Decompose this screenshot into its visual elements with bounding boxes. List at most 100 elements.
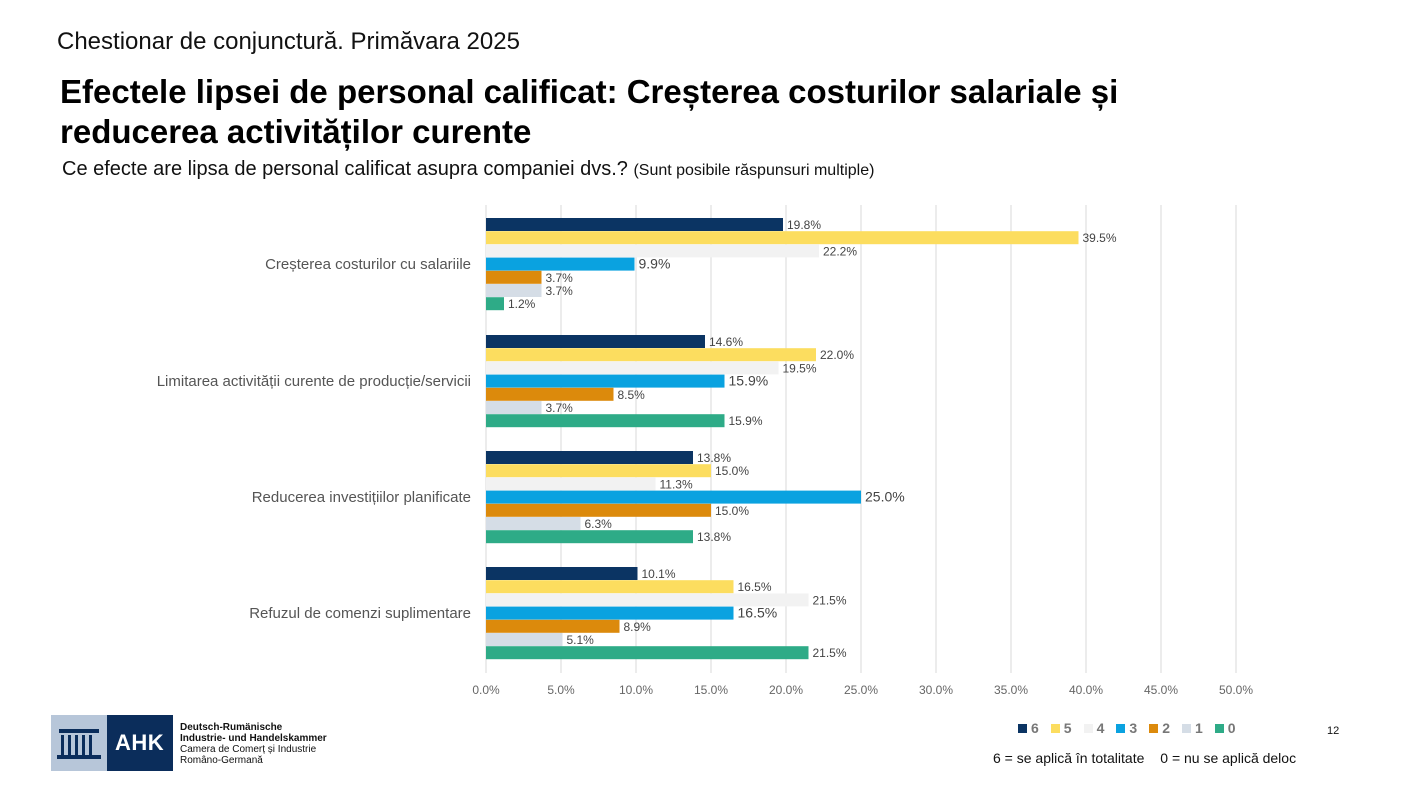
- legend-label: 2: [1162, 720, 1170, 736]
- legend-item-1: 1: [1181, 720, 1203, 736]
- data-label: 16.5%: [738, 580, 772, 594]
- legend-swatch: [1083, 723, 1093, 733]
- legend-item-3: 3: [1116, 720, 1137, 736]
- legend-swatch: [1181, 723, 1191, 733]
- legend-swatch: [1050, 723, 1060, 733]
- legend-label: 5: [1063, 720, 1072, 736]
- bar-series-0: [486, 414, 725, 428]
- bar-series-5: [486, 348, 816, 362]
- bar-series-2: [486, 387, 614, 401]
- chart-grid: [485, 205, 1237, 673]
- bar-series-2: [486, 503, 711, 517]
- page-number: 12: [1327, 725, 1340, 737]
- bar-series-5: [486, 464, 711, 478]
- scale-note-low: 0 = nu se aplică deloc: [1160, 750, 1297, 766]
- data-label: 15.0%: [715, 464, 749, 478]
- data-label: 11.3%: [660, 477, 693, 491]
- legend-label: 3: [1129, 720, 1138, 736]
- data-label: 15.0%: [715, 504, 749, 518]
- org-line-4: Româno-Germană: [180, 755, 263, 766]
- bar-chart: 19.8%39.5%22.2%9.9%3.7%3.7%1.2%14.6%22.0…: [157, 205, 1253, 697]
- org-line-1: Deutsch-Rumänische: [180, 722, 283, 733]
- bar-series-4: [486, 477, 656, 491]
- legend-label: 6: [1031, 720, 1039, 736]
- data-label: 6.3%: [585, 517, 613, 531]
- x-tick-label: 30.0%: [919, 683, 953, 697]
- legend-swatch: [1018, 723, 1027, 733]
- category-label: Creșterea costurilor cu salariile: [265, 256, 471, 273]
- data-label: 3.7%: [546, 271, 574, 285]
- bar-series-6: [486, 567, 638, 580]
- bar-series-4: [486, 361, 779, 375]
- data-label: 8.5%: [618, 388, 646, 402]
- x-tick-label: 25.0%: [844, 683, 878, 697]
- bar-series-4: [486, 593, 809, 607]
- chart-value-labels: 19.8%39.5%22.2%9.9%3.7%3.7%1.2%14.6%22.0…: [508, 218, 1117, 660]
- bar-series-3: [486, 606, 734, 620]
- organization-name: Deutsch-Rumänische Industrie- und Handel…: [180, 722, 327, 766]
- data-label: 15.9%: [729, 414, 763, 428]
- data-label: 14.6%: [709, 335, 743, 349]
- legend-item-0: 0: [1214, 720, 1236, 736]
- bar-series-6: [486, 218, 783, 231]
- bar-series-3: [486, 257, 635, 271]
- legend-swatch: [1116, 723, 1126, 733]
- data-label: 5.1%: [567, 633, 595, 647]
- data-label: 9.9%: [639, 256, 671, 272]
- legend-swatch: [1214, 723, 1224, 733]
- data-label: 21.5%: [813, 593, 847, 607]
- ahk-logo: AHK: [51, 715, 173, 771]
- legend-item-2: 2: [1149, 720, 1170, 736]
- bar-series-0: [486, 297, 504, 311]
- bar-series-2: [486, 270, 542, 284]
- scale-note: 6 = se aplică în totalitate 0 = nu se ap…: [993, 750, 1308, 766]
- bar-series-1: [486, 517, 581, 530]
- data-label: 21.5%: [813, 646, 847, 660]
- bar-series-5: [486, 231, 1079, 245]
- legend-item-4: 4: [1083, 720, 1104, 736]
- org-line-3: Camera de Comerț și Industrie: [180, 744, 317, 755]
- category-label: Reducerea investițiilor planificate: [252, 489, 471, 506]
- bar-series-1: [486, 401, 542, 414]
- x-tick-label: 0.0%: [472, 683, 500, 697]
- data-label: 22.0%: [820, 348, 854, 362]
- bar-series-1: [486, 633, 563, 646]
- bar-series-2: [486, 619, 620, 633]
- legend-swatch: [1149, 723, 1159, 733]
- x-tick-label: 20.0%: [769, 683, 803, 697]
- data-label: 13.8%: [697, 530, 731, 544]
- bar-series-6: [486, 335, 705, 348]
- data-label: 3.7%: [546, 401, 574, 415]
- question: Ce efecte are lipsa de personal califica…: [62, 158, 874, 181]
- bar-series-3: [486, 374, 725, 388]
- category-label: Limitarea activității curente de producț…: [157, 373, 471, 390]
- chart-tick-labels: 0.0% 5.0% 10.0% 15.0% 20.0% 25.0% 30.0% 35.0% 40…: [472, 683, 1253, 697]
- x-tick-label: 35.0%: [994, 683, 1028, 697]
- bar-series-5: [486, 580, 734, 594]
- chart-bars: [486, 218, 1079, 660]
- org-line-2: Industrie- und Handelskammer: [180, 733, 327, 744]
- data-label: 25.0%: [865, 489, 905, 505]
- legend-item-5: 5: [1050, 720, 1072, 736]
- data-label: 15.9%: [729, 373, 769, 389]
- slide-title: Efectele lipsei de personal calificat: C…: [60, 73, 1119, 150]
- chart-category-labels: Creșterea costurilor cu salariile Limitar…: [157, 256, 471, 622]
- data-label: 8.9%: [624, 620, 652, 634]
- x-tick-label: 45.0%: [1144, 683, 1178, 697]
- x-tick-label: 5.0%: [547, 683, 575, 697]
- ahk-logo-text: AHK: [115, 730, 165, 755]
- bar-series-0: [486, 530, 693, 544]
- data-label: 10.1%: [642, 567, 676, 581]
- data-label: 3.7%: [546, 284, 574, 298]
- bar-series-3: [486, 490, 861, 504]
- question-text: Ce efecte are lipsa de personal califica…: [62, 158, 628, 180]
- data-label: 16.5%: [738, 605, 778, 621]
- legend-label: 1: [1194, 720, 1203, 736]
- bar-series-1: [486, 284, 542, 297]
- category-label: Refuzul de comenzi suplimentare: [249, 605, 471, 622]
- bar-series-6: [486, 451, 693, 464]
- data-label: 39.5%: [1083, 231, 1117, 245]
- scale-note-high: 6 = se aplică în totalitate: [993, 750, 1145, 766]
- data-label: 19.8%: [787, 218, 821, 232]
- x-tick-label: 40.0%: [1069, 683, 1103, 697]
